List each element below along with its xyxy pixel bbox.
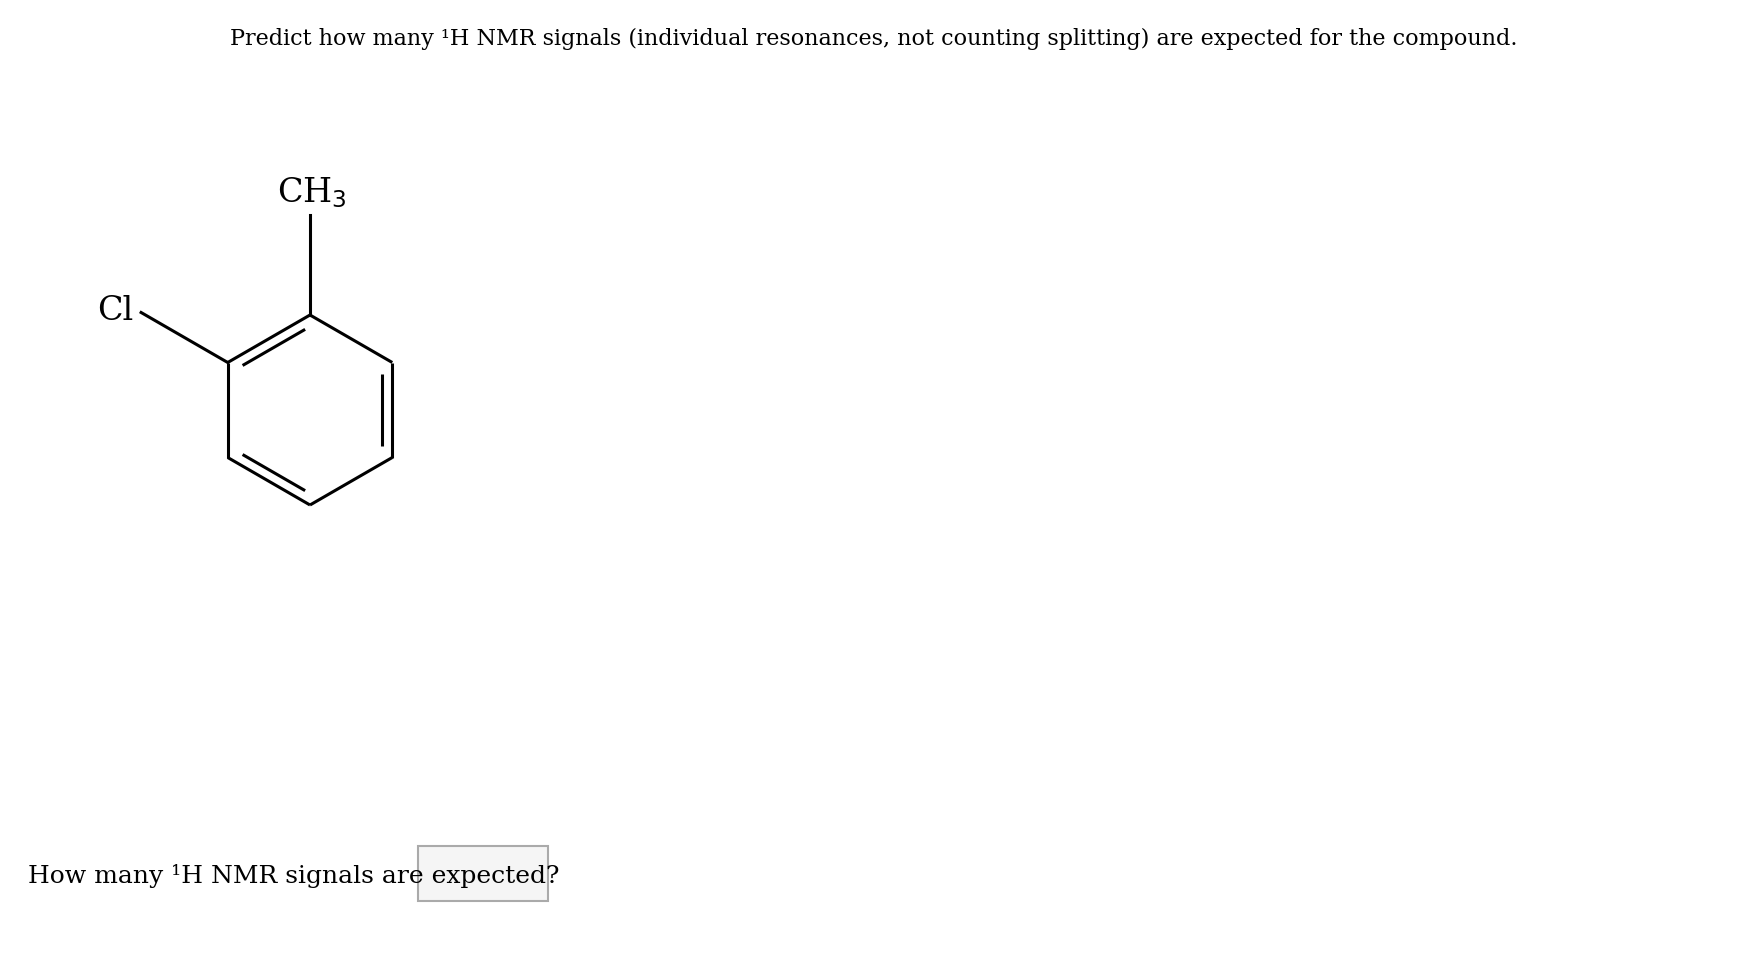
Text: Predict how many ¹H NMR signals (individual resonances, not counting splitting) : Predict how many ¹H NMR signals (individ… xyxy=(231,28,1517,50)
Text: CH$_3$: CH$_3$ xyxy=(278,176,346,210)
FancyBboxPatch shape xyxy=(418,846,549,901)
Text: Cl: Cl xyxy=(96,295,133,327)
Text: How many ¹H NMR signals are expected?: How many ¹H NMR signals are expected? xyxy=(28,864,559,888)
